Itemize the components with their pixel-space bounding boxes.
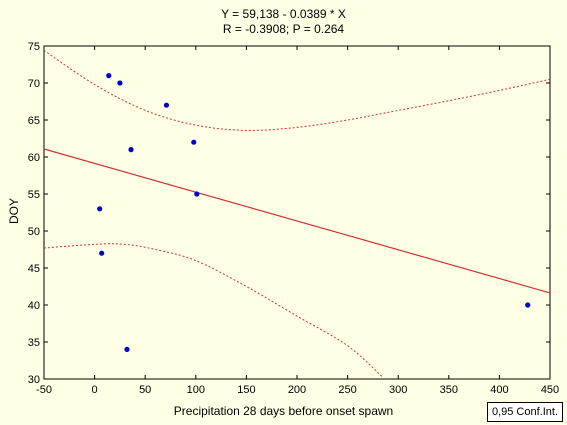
y-tick-label: 30: [28, 374, 40, 386]
x-tick: 50: [139, 46, 151, 396]
x-tick-label: 300: [389, 384, 407, 396]
x-tick: 450: [541, 46, 559, 396]
y-tick-label: 50: [28, 226, 40, 238]
x-tick: 300: [389, 46, 407, 396]
x-tick-label: 0: [92, 384, 98, 396]
data-point: [194, 191, 200, 197]
y-tick-label: 75: [28, 41, 40, 53]
regression-line: [43, 148, 551, 294]
legend-conf-int: 0,95 Conf.Int.: [487, 402, 563, 422]
y-tick-label: 60: [28, 152, 40, 164]
x-tick-label: 350: [440, 384, 458, 396]
data-point: [191, 139, 197, 145]
y-tick-label: 70: [28, 78, 40, 90]
data-point: [163, 102, 170, 108]
y-axis-ticks: 30 35 40 45 50 55 60 65 70 75: [28, 41, 550, 386]
x-tick-label: 450: [541, 384, 559, 396]
y-tick: 30: [28, 374, 550, 386]
data-point: [525, 302, 531, 308]
y-tick: 60: [28, 152, 550, 164]
confidence-band-lower: [44, 243, 384, 378]
x-tick: 150: [237, 46, 256, 396]
y-tick: 65: [28, 115, 550, 127]
data-point: [97, 206, 103, 212]
data-point: [106, 73, 112, 79]
x-tick-label: -50: [36, 384, 52, 396]
y-tick-label: 35: [28, 337, 40, 349]
x-tick-label: 50: [139, 384, 151, 396]
y-axis-label: DOY: [7, 198, 21, 225]
y-tick: 70: [28, 78, 550, 90]
x-tick-label: 200: [288, 384, 306, 396]
x-tick: 350: [440, 46, 458, 396]
x-axis-label: Precipitation 28 days before onset spawn: [173, 404, 394, 418]
chart-subtitle: R = -0.3908; P = 0.264: [222, 22, 345, 36]
x-tick: 200: [288, 46, 306, 396]
data-point: [117, 80, 123, 86]
x-tick: 400: [490, 46, 509, 396]
y-tick: 40: [28, 300, 550, 312]
y-tick-label: 45: [28, 263, 40, 275]
x-tick-label: 100: [187, 384, 205, 396]
y-tick: 75: [28, 41, 550, 53]
x-tick-label: 150: [237, 384, 255, 396]
x-tick: 250: [338, 46, 357, 396]
data-point: [128, 147, 134, 153]
data-points: [97, 73, 531, 352]
x-tick-label: 250: [338, 384, 356, 396]
y-tick-label: 55: [28, 189, 40, 201]
y-tick-label: 40: [28, 300, 40, 312]
confidence-band-upper: [44, 50, 550, 131]
data-point: [124, 346, 130, 352]
plot-border: [43, 45, 551, 380]
x-tick: 100: [187, 46, 205, 396]
chart-title: Y = 59,138 - 0.0389 * X: [221, 7, 346, 21]
x-axis-ticks: -50 0 50 100 150 200 250 300 350 400 450: [36, 46, 559, 396]
y-tick: 50: [28, 226, 550, 238]
data-point: [99, 250, 105, 256]
x-tick: -50: [36, 46, 52, 396]
y-tick: 55: [28, 189, 550, 201]
x-tick-label: 400: [490, 384, 508, 396]
y-tick-label: 65: [28, 115, 40, 127]
y-tick: 35: [28, 337, 550, 349]
x-tick: 0: [92, 46, 98, 396]
y-tick: 45: [28, 263, 550, 275]
